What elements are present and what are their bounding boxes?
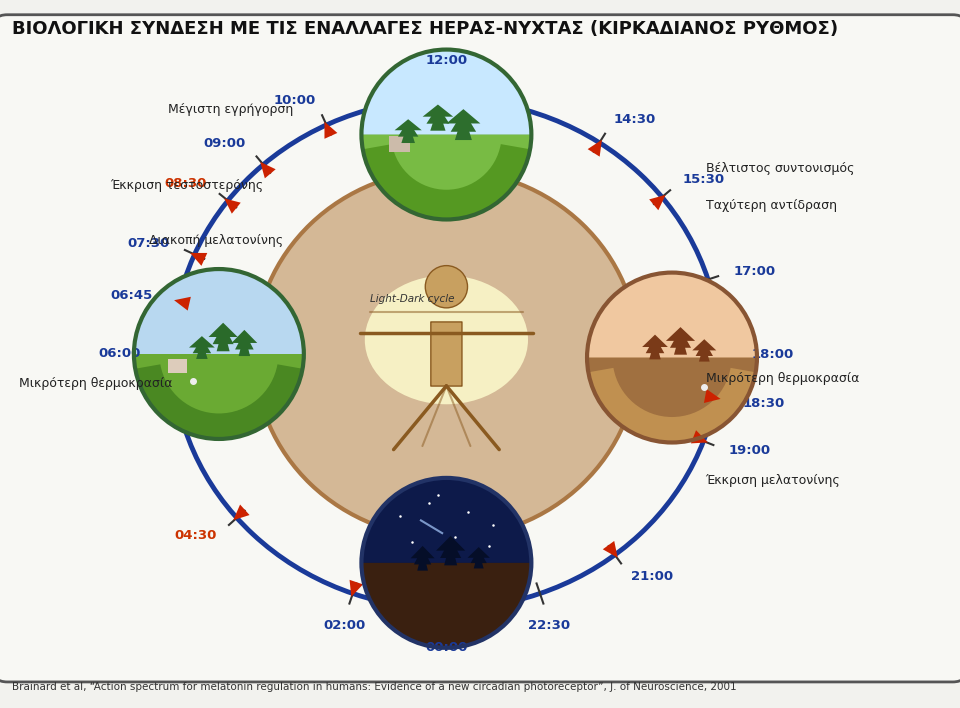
Wedge shape bbox=[362, 478, 532, 563]
Polygon shape bbox=[411, 546, 435, 559]
Polygon shape bbox=[440, 538, 461, 558]
Text: 06:45: 06:45 bbox=[110, 289, 153, 302]
Polygon shape bbox=[231, 330, 257, 343]
Polygon shape bbox=[324, 122, 337, 139]
Polygon shape bbox=[225, 198, 241, 214]
Text: 19:00: 19:00 bbox=[729, 445, 771, 457]
Polygon shape bbox=[470, 549, 487, 563]
Polygon shape bbox=[666, 327, 695, 341]
Text: Βέλτιστος συντονισμός: Βέλτιστος συντονισμός bbox=[706, 162, 854, 175]
Polygon shape bbox=[588, 139, 602, 156]
Circle shape bbox=[362, 478, 532, 648]
Text: Διακοπή μελατονίνης: Διακοπή μελατονίνης bbox=[149, 234, 283, 247]
Text: 02:00: 02:00 bbox=[324, 619, 366, 632]
Polygon shape bbox=[260, 162, 276, 178]
Polygon shape bbox=[208, 323, 238, 337]
Polygon shape bbox=[670, 329, 691, 348]
Circle shape bbox=[425, 266, 468, 308]
Circle shape bbox=[587, 273, 756, 442]
Text: Ταχύτερη αντίδραση: Ταχύτερη αντίδραση bbox=[706, 199, 836, 212]
Circle shape bbox=[362, 50, 532, 219]
Text: Μικρότερη θερμοκρασία: Μικρότερη θερμοκρασία bbox=[706, 372, 859, 385]
Wedge shape bbox=[587, 273, 756, 358]
Wedge shape bbox=[362, 50, 532, 135]
Polygon shape bbox=[674, 331, 687, 355]
Text: 17:00: 17:00 bbox=[733, 265, 776, 278]
Polygon shape bbox=[422, 105, 453, 117]
Polygon shape bbox=[692, 339, 716, 350]
Polygon shape bbox=[174, 297, 191, 311]
FancyBboxPatch shape bbox=[390, 136, 410, 152]
Text: 00:00: 00:00 bbox=[425, 641, 468, 653]
Polygon shape bbox=[642, 335, 668, 347]
Ellipse shape bbox=[254, 170, 638, 538]
Text: Μικρότερη θερμοκρασία: Μικρότερη θερμοκρασία bbox=[19, 377, 173, 390]
Polygon shape bbox=[450, 110, 476, 132]
Polygon shape bbox=[235, 332, 253, 350]
Polygon shape bbox=[401, 122, 415, 143]
Polygon shape bbox=[473, 550, 484, 569]
Text: 10:00: 10:00 bbox=[273, 94, 315, 107]
Polygon shape bbox=[193, 338, 211, 353]
Polygon shape bbox=[430, 108, 445, 131]
Polygon shape bbox=[649, 338, 660, 360]
Polygon shape bbox=[233, 505, 250, 520]
Polygon shape bbox=[398, 120, 419, 137]
Polygon shape bbox=[196, 339, 207, 359]
Wedge shape bbox=[133, 354, 303, 439]
Circle shape bbox=[133, 269, 303, 439]
FancyBboxPatch shape bbox=[431, 322, 462, 386]
Wedge shape bbox=[362, 135, 532, 219]
Text: 18:30: 18:30 bbox=[742, 396, 784, 410]
Text: 09:00: 09:00 bbox=[204, 137, 246, 151]
Wedge shape bbox=[587, 358, 756, 442]
FancyBboxPatch shape bbox=[168, 359, 186, 372]
Wedge shape bbox=[363, 144, 530, 219]
Text: 08:30: 08:30 bbox=[164, 177, 207, 190]
Wedge shape bbox=[588, 368, 756, 442]
Text: 12:00: 12:00 bbox=[425, 55, 468, 67]
Polygon shape bbox=[239, 333, 251, 356]
Polygon shape bbox=[395, 119, 421, 130]
Text: 14:30: 14:30 bbox=[613, 113, 656, 127]
Text: Έκκριση τεστοστερόνης: Έκκριση τεστοστερόνης bbox=[110, 179, 264, 192]
Polygon shape bbox=[414, 548, 431, 564]
Polygon shape bbox=[349, 580, 363, 597]
Polygon shape bbox=[418, 549, 428, 571]
Text: 04:30: 04:30 bbox=[175, 530, 217, 542]
Polygon shape bbox=[217, 327, 229, 351]
Text: 21:00: 21:00 bbox=[631, 570, 673, 583]
Polygon shape bbox=[696, 341, 713, 356]
Polygon shape bbox=[649, 195, 665, 210]
Polygon shape bbox=[699, 343, 709, 362]
Text: Έκκριση μελατονίνης: Έκκριση μελατονίνης bbox=[706, 474, 840, 486]
Polygon shape bbox=[704, 389, 721, 403]
Ellipse shape bbox=[365, 275, 528, 404]
Wedge shape bbox=[135, 365, 302, 439]
Polygon shape bbox=[212, 325, 233, 344]
Text: 18:00: 18:00 bbox=[752, 348, 794, 360]
Text: 06:00: 06:00 bbox=[99, 348, 141, 360]
Polygon shape bbox=[603, 541, 617, 558]
Text: 07:30: 07:30 bbox=[128, 236, 170, 250]
Polygon shape bbox=[189, 336, 215, 348]
Wedge shape bbox=[362, 563, 532, 648]
Text: Μέγιστη εγρήγορση: Μέγιστη εγρήγορση bbox=[168, 103, 293, 116]
FancyBboxPatch shape bbox=[0, 15, 960, 682]
Polygon shape bbox=[446, 109, 480, 123]
Polygon shape bbox=[691, 430, 708, 443]
Polygon shape bbox=[426, 106, 449, 124]
Polygon shape bbox=[444, 540, 457, 566]
Polygon shape bbox=[455, 113, 472, 140]
Text: 15:30: 15:30 bbox=[683, 173, 725, 186]
Polygon shape bbox=[190, 253, 207, 266]
Text: ΒΙΟΛΟΓΙΚΗ ΣΥΝΔΕΣΗ ΜΕ ΤΙΣ ΕΝΑΛΛΑΓΕΣ ΗΕΡΑΣ-ΝΥΧΤΑΣ (ΚΙΡΚΑΔΙΑΝΟΣ ΡΥΘΜΟΣ): ΒΙΟΛΟΓΙΚΗ ΣΥΝΔΕΣΗ ΜΕ ΤΙΣ ΕΝΑΛΛΑΓΕΣ ΗΕΡΑΣ… bbox=[12, 20, 838, 38]
Text: Brainard et al, “Action spectrum for melatonin regulation in humans: Evidence of: Brainard et al, “Action spectrum for mel… bbox=[12, 682, 736, 692]
Text: Light-Dark cycle: Light-Dark cycle bbox=[370, 294, 454, 304]
Polygon shape bbox=[436, 536, 466, 551]
Polygon shape bbox=[646, 336, 664, 353]
Text: 22:30: 22:30 bbox=[528, 619, 569, 632]
Polygon shape bbox=[468, 547, 490, 558]
